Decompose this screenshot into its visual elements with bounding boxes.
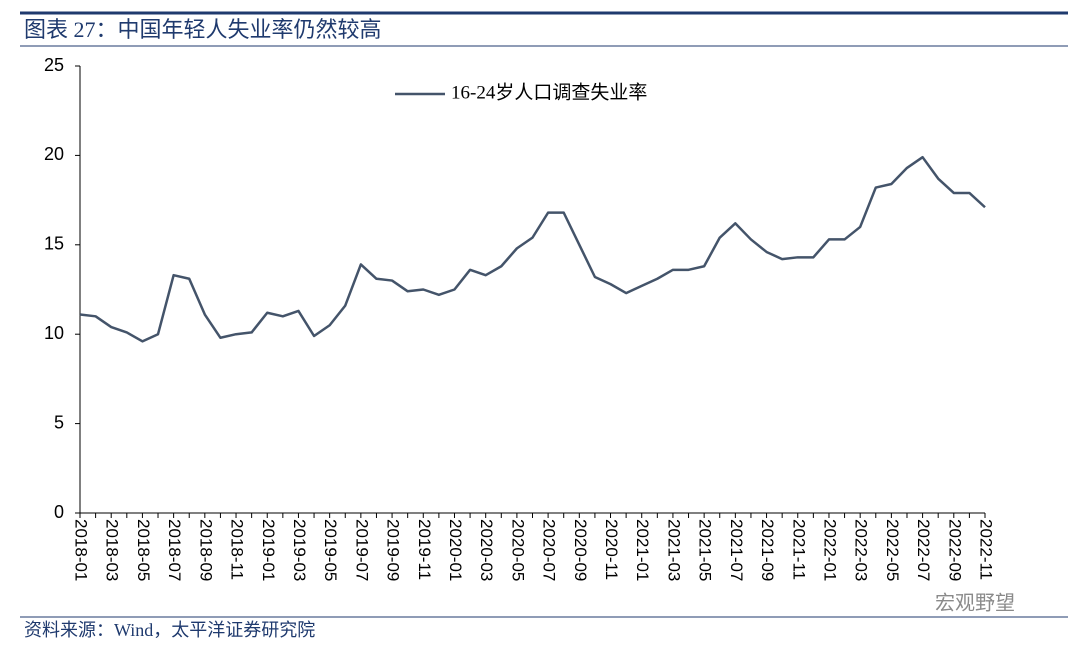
y-tick-label: 20 [44,144,64,164]
x-tick-label: 2019-11 [415,519,434,580]
x-tick-label: 2019-03 [290,519,309,581]
y-tick-label: 5 [54,412,64,432]
x-tick-label: 2019-07 [352,519,371,581]
y-tick-label: 15 [44,234,64,254]
x-tick-label: 2021-01 [633,519,652,581]
x-tick-label: 2021-07 [727,519,746,581]
x-tick-label: 2019-09 [384,519,403,581]
x-tick-label: 2021-05 [696,519,715,581]
x-tick-label: 2020-01 [446,519,465,581]
x-tick-label: 2018-03 [103,519,122,581]
x-tick-label: 2021-11 [789,519,808,580]
x-tick-label: 2022-07 [914,519,933,581]
x-tick-label: 2021-03 [664,519,683,581]
y-tick-label: 25 [44,55,64,75]
x-tick-label: 2022-05 [883,519,902,581]
x-tick-label: 2020-11 [602,519,621,580]
chart-title: 图表 27：中国年轻人失业率仍然较高 [24,17,382,42]
watermark: 宏观野望 [935,591,1015,614]
x-tick-label: 2020-09 [571,519,590,581]
x-tick-label: 2022-11 [977,519,996,580]
x-tick-label: 2021-09 [758,519,777,581]
y-tick-label: 0 [54,502,64,522]
line-series [79,155,986,343]
x-tick-label: 2018-05 [134,519,153,581]
x-tick-label: 2018-07 [165,519,184,581]
x-tick-label: 2019-01 [259,519,278,581]
x-tick-label: 2022-03 [852,519,871,581]
y-tick-label: 10 [44,323,64,343]
legend-label: 16-24岁人口调查失业率 [451,81,647,103]
x-tick-label: 2018-09 [196,519,215,581]
x-tick-label: 2020-07 [540,519,559,581]
x-tick-label: 2020-03 [477,519,496,581]
x-tick-label: 2018-01 [72,519,91,581]
x-tick-label: 2019-05 [321,519,340,581]
source: 资料来源：Wind，太平洋证券研究院 [24,620,315,640]
x-tick-label: 2020-05 [508,519,527,581]
x-tick-label: 2018-11 [228,519,247,580]
x-tick-label: 2022-01 [820,519,839,581]
x-tick-label: 2022-09 [945,519,964,581]
